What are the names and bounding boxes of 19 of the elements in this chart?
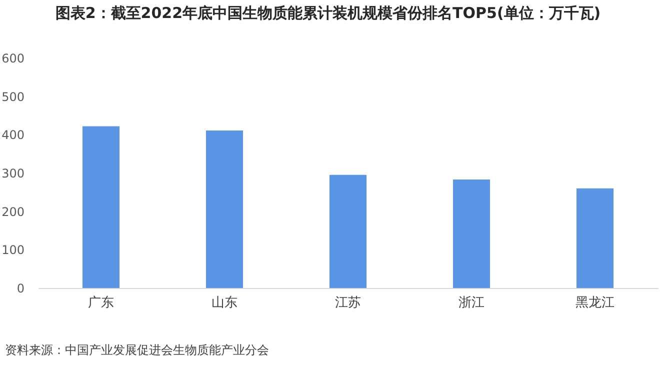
x-tick-label: 山东 [211, 296, 238, 310]
y-tick-label: 500 [2, 90, 24, 104]
bar [206, 130, 244, 288]
x-tick-label: 广东 [88, 296, 114, 310]
y-tick-label: 0 [16, 282, 24, 296]
y-tick-label: 200 [2, 204, 24, 219]
x-tick-label: 浙江 [458, 296, 485, 310]
bar [576, 188, 614, 288]
bar [82, 126, 120, 288]
y-tick-label: 300 [2, 166, 24, 180]
y-tick-label: 400 [2, 128, 24, 142]
bar [329, 174, 367, 288]
text: 资料来源：中国产业发展促进会生物质能产业分会 [5, 343, 269, 357]
x-tick-label: 江苏 [335, 296, 361, 310]
y-tick-label: 100 [2, 243, 24, 258]
bar [452, 180, 490, 288]
y-tick-label: 600 [2, 52, 24, 66]
x-tick-label: 黑龙江 [576, 296, 615, 310]
chart-title: 图表2：截至2022年底中国生物质能累计装机规模省份排名TOP5(单位：万千瓦) [55, 4, 601, 22]
